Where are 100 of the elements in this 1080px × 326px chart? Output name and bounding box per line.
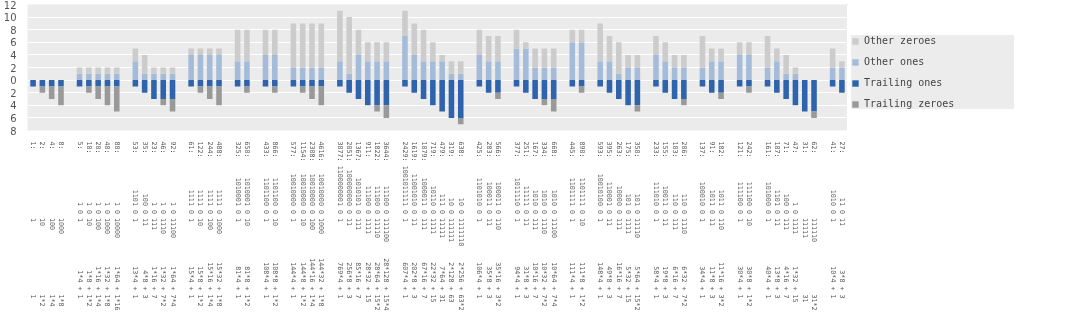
bar bbox=[337, 10, 343, 62]
bar bbox=[402, 10, 408, 36]
bar bbox=[206, 80, 213, 87]
bar bbox=[681, 67, 687, 81]
bar bbox=[206, 54, 213, 81]
bar bbox=[364, 61, 371, 81]
bar bbox=[216, 48, 222, 55]
bar bbox=[206, 48, 213, 55]
y-tick-label: 2 bbox=[10, 62, 17, 74]
bar bbox=[653, 36, 659, 55]
bar bbox=[774, 48, 780, 62]
bar bbox=[272, 29, 278, 55]
bar bbox=[746, 80, 752, 87]
bar bbox=[374, 80, 380, 106]
bar bbox=[299, 23, 306, 68]
bar bbox=[597, 23, 603, 62]
bar bbox=[141, 80, 148, 93]
bar bbox=[616, 73, 622, 81]
bar bbox=[708, 80, 715, 93]
bar bbox=[188, 80, 194, 87]
bar bbox=[364, 80, 371, 106]
bar bbox=[402, 36, 408, 81]
bar bbox=[625, 80, 631, 106]
bar bbox=[346, 73, 352, 81]
bar bbox=[141, 54, 148, 74]
legend-label: Trailing ones bbox=[864, 77, 944, 88]
bar bbox=[383, 42, 390, 62]
bar bbox=[495, 92, 501, 99]
bar bbox=[411, 23, 418, 55]
bar bbox=[681, 54, 687, 68]
bar bbox=[272, 80, 278, 87]
bar bbox=[662, 42, 669, 62]
bar bbox=[420, 61, 427, 81]
bar bbox=[206, 86, 213, 99]
bar bbox=[169, 80, 176, 99]
bar bbox=[708, 61, 715, 81]
bar bbox=[550, 80, 557, 99]
bar bbox=[151, 80, 157, 99]
y-tick-label: 12 bbox=[3, 0, 17, 11]
bar bbox=[457, 80, 464, 118]
bar bbox=[578, 86, 585, 93]
bar bbox=[132, 61, 139, 81]
bar bbox=[309, 23, 315, 68]
bar bbox=[671, 54, 678, 68]
bar bbox=[374, 61, 380, 81]
bar bbox=[457, 73, 464, 81]
bar bbox=[783, 54, 789, 74]
bar bbox=[448, 80, 455, 118]
bar bbox=[718, 92, 724, 99]
bar bbox=[309, 86, 315, 99]
bar bbox=[337, 80, 343, 87]
bar bbox=[216, 86, 222, 106]
bar bbox=[58, 86, 64, 106]
bar bbox=[290, 23, 297, 68]
bar bbox=[86, 80, 92, 87]
bar bbox=[160, 80, 167, 99]
bar bbox=[569, 42, 576, 81]
bar bbox=[113, 80, 120, 87]
bar bbox=[532, 67, 538, 81]
bar bbox=[783, 80, 789, 99]
bar bbox=[95, 67, 101, 74]
bar bbox=[411, 80, 418, 93]
bar bbox=[578, 42, 585, 81]
bar bbox=[736, 42, 743, 55]
bar bbox=[216, 54, 222, 81]
bar bbox=[746, 42, 752, 55]
bar bbox=[448, 61, 455, 74]
bar bbox=[39, 86, 46, 93]
legend-label: Other ones bbox=[864, 56, 926, 67]
bar bbox=[160, 73, 167, 81]
bar bbox=[95, 73, 101, 81]
bar bbox=[30, 80, 36, 87]
bar bbox=[764, 36, 771, 68]
bar bbox=[662, 80, 669, 93]
bar bbox=[430, 42, 436, 62]
bar bbox=[383, 105, 390, 118]
bar bbox=[606, 61, 613, 81]
bar bbox=[550, 67, 557, 81]
bar bbox=[151, 67, 157, 74]
bar bbox=[513, 29, 520, 49]
bar bbox=[634, 54, 641, 68]
bar bbox=[244, 29, 250, 62]
bar bbox=[439, 54, 445, 62]
bar bbox=[625, 54, 631, 68]
bar bbox=[318, 23, 325, 68]
bar bbox=[495, 80, 501, 93]
bar bbox=[188, 48, 194, 55]
bar bbox=[699, 36, 706, 68]
bar bbox=[364, 42, 371, 62]
bar bbox=[550, 48, 557, 68]
bar bbox=[169, 99, 176, 112]
bar bbox=[272, 54, 278, 81]
bar bbox=[634, 105, 641, 112]
bar bbox=[718, 48, 724, 62]
bar bbox=[439, 80, 445, 112]
bar bbox=[532, 48, 538, 68]
bar bbox=[318, 86, 325, 106]
bar bbox=[597, 61, 603, 81]
y-tick-label: 8 bbox=[10, 125, 17, 137]
bar bbox=[234, 61, 241, 81]
